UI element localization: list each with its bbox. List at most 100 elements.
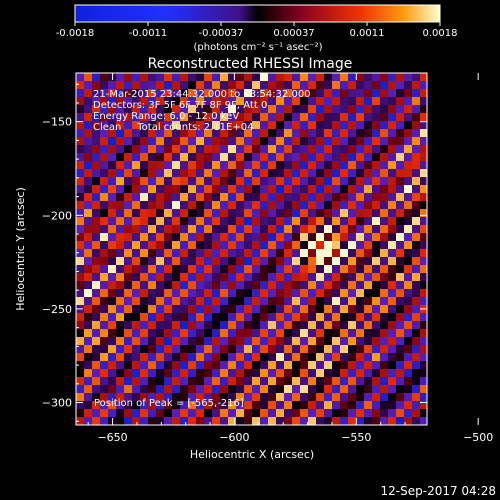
- heatmap-cell: [108, 145, 116, 153]
- heatmap-cell: [132, 233, 140, 241]
- heatmap-cell: [260, 209, 268, 217]
- heatmap-cell: [204, 265, 212, 273]
- heatmap-cell: [308, 281, 316, 289]
- heatmap-cell: [340, 129, 348, 137]
- heatmap-cell: [380, 129, 388, 137]
- heatmap-cell: [148, 385, 156, 393]
- heatmap-cell: [404, 241, 412, 249]
- heatmap-cell: [204, 321, 212, 329]
- heatmap-cell: [356, 313, 364, 321]
- heatmap-cell: [220, 97, 228, 105]
- heatmap-cell: [148, 257, 156, 265]
- heatmap-cell: [332, 265, 340, 273]
- heatmap-cell: [372, 137, 380, 145]
- heatmap-cell: [316, 337, 324, 345]
- heatmap-cell: [372, 121, 380, 129]
- heatmap-cell: [228, 289, 236, 297]
- heatmap-cell: [284, 257, 292, 265]
- heatmap-cell: [412, 209, 420, 217]
- heatmap-cell: [260, 249, 268, 257]
- heatmap-cell: [124, 81, 132, 89]
- heatmap-cell: [372, 233, 380, 241]
- heatmap-cell: [148, 177, 156, 185]
- heatmap-cell: [268, 369, 276, 377]
- heatmap-cell: [420, 289, 427, 297]
- heatmap-cell: [108, 337, 116, 345]
- heatmap-cell: [244, 137, 252, 145]
- heatmap-cell: [84, 257, 92, 265]
- heatmap-cell: [292, 273, 300, 281]
- heatmap-cell: [340, 385, 348, 393]
- heatmap-cell: [316, 209, 324, 217]
- heatmap-cell: [332, 129, 340, 137]
- heatmap-cell: [316, 105, 324, 113]
- heatmap-cell: [228, 377, 236, 385]
- heatmap-cell: [100, 113, 108, 121]
- heatmap-cell: [268, 113, 276, 121]
- heatmap-cell: [356, 129, 364, 137]
- heatmap-cell: [236, 105, 244, 113]
- heatmap-cell: [76, 369, 84, 377]
- heatmap-cell: [404, 265, 412, 273]
- heatmap-cell: [244, 273, 252, 281]
- heatmap-cell: [380, 409, 388, 417]
- heatmap-cell: [212, 409, 220, 417]
- heatmap-cell: [364, 193, 372, 201]
- heatmap-cell: [356, 385, 364, 393]
- heatmap-cell: [148, 393, 156, 401]
- heatmap-cell: [276, 209, 284, 217]
- heatmap-cell: [300, 393, 308, 401]
- heatmap-cell: [340, 217, 348, 225]
- heatmap-cell: [300, 257, 308, 265]
- heatmap-cell: [140, 393, 148, 401]
- heatmap-cell: [412, 257, 420, 265]
- heatmap-cell: [212, 105, 220, 113]
- colorbar-tick-label: -0.00037: [199, 28, 244, 39]
- colorbar-tick-label: -0.0018: [56, 28, 95, 39]
- heatmap-cell: [396, 97, 404, 105]
- heatmap-cell: [396, 393, 404, 401]
- heatmap-cell: [76, 129, 84, 137]
- heatmap-cell: [348, 353, 356, 361]
- heatmap-cell: [404, 393, 412, 401]
- heatmap-cell: [188, 377, 196, 385]
- heatmap-cell: [412, 161, 420, 169]
- heatmap-cell: [116, 345, 124, 353]
- y-axis-ticks: −150−200−250−300: [42, 83, 427, 422]
- heatmap-cell: [212, 345, 220, 353]
- heatmap-cell: [364, 409, 372, 417]
- colorbar-tick-label: -0.0011: [129, 28, 168, 39]
- heatmap-cell: [180, 369, 188, 377]
- heatmap-cell: [300, 233, 308, 241]
- heatmap-cell: [372, 161, 380, 169]
- heatmap-cell: [156, 105, 164, 113]
- heatmap-cell: [340, 305, 348, 313]
- heatmap-cell: [108, 105, 116, 113]
- heatmap-cell: [364, 89, 372, 97]
- heatmap-cell: [380, 209, 388, 217]
- heatmap-cell: [180, 105, 188, 113]
- heatmap-cell: [212, 377, 220, 385]
- heatmap-cell: [252, 217, 260, 225]
- heatmap-cell: [268, 177, 276, 185]
- heatmap-cell: [172, 393, 180, 401]
- heatmap-cell: [124, 393, 132, 401]
- heatmap-cell: [364, 377, 372, 385]
- heatmap-cell: [236, 393, 244, 401]
- heatmap-cell: [164, 89, 172, 97]
- heatmap-cell: [380, 377, 388, 385]
- heatmap-cell: [188, 353, 196, 361]
- heatmap-cell: [140, 145, 148, 153]
- heatmap-cell: [316, 185, 324, 193]
- heatmap-cell: [148, 377, 156, 385]
- heatmap-cell: [212, 353, 220, 361]
- heatmap-cell: [356, 201, 364, 209]
- heatmap-cell: [204, 361, 212, 369]
- heatmap-cell: [308, 249, 316, 257]
- heatmap-cell: [92, 313, 100, 321]
- heatmap-cell: [364, 137, 372, 145]
- heatmap-cell: [412, 417, 420, 425]
- heatmap-cell: [76, 169, 84, 177]
- heatmap-cell: [324, 257, 332, 265]
- heatmap-cell: [380, 233, 388, 241]
